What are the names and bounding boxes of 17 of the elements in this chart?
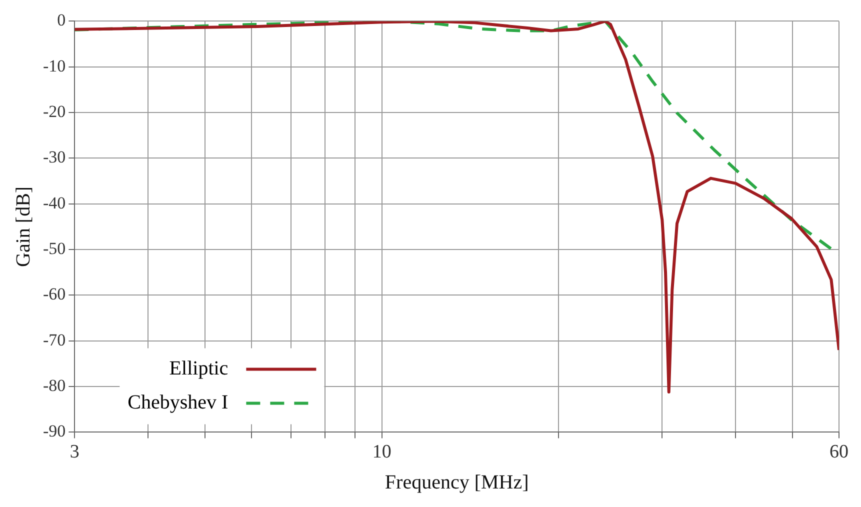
legend-label: Chebyshev I [128, 391, 228, 414]
y-axis-title: Gain [dB] [12, 186, 34, 267]
x-tick-label: 10 [372, 442, 392, 463]
y-tick-label: -10 [42, 56, 66, 76]
legend-label: Elliptic [169, 357, 228, 380]
y-tick-label: -90 [42, 422, 66, 441]
y-tick-label: -40 [42, 193, 66, 212]
x-tick-label: 60 [830, 442, 848, 463]
y-tick-label: -70 [42, 330, 66, 350]
y-tick-label: 0 [57, 10, 66, 30]
x-axis-title: Frequency [MHz] [384, 471, 529, 494]
y-tick-label: -80 [42, 376, 66, 395]
y-tick-label: -50 [42, 239, 66, 258]
y-tick-label: -20 [42, 102, 66, 121]
y-tick-label: -60 [42, 284, 66, 304]
y-tick-label: -30 [42, 148, 66, 167]
x-tick-label: 3 [70, 442, 80, 463]
